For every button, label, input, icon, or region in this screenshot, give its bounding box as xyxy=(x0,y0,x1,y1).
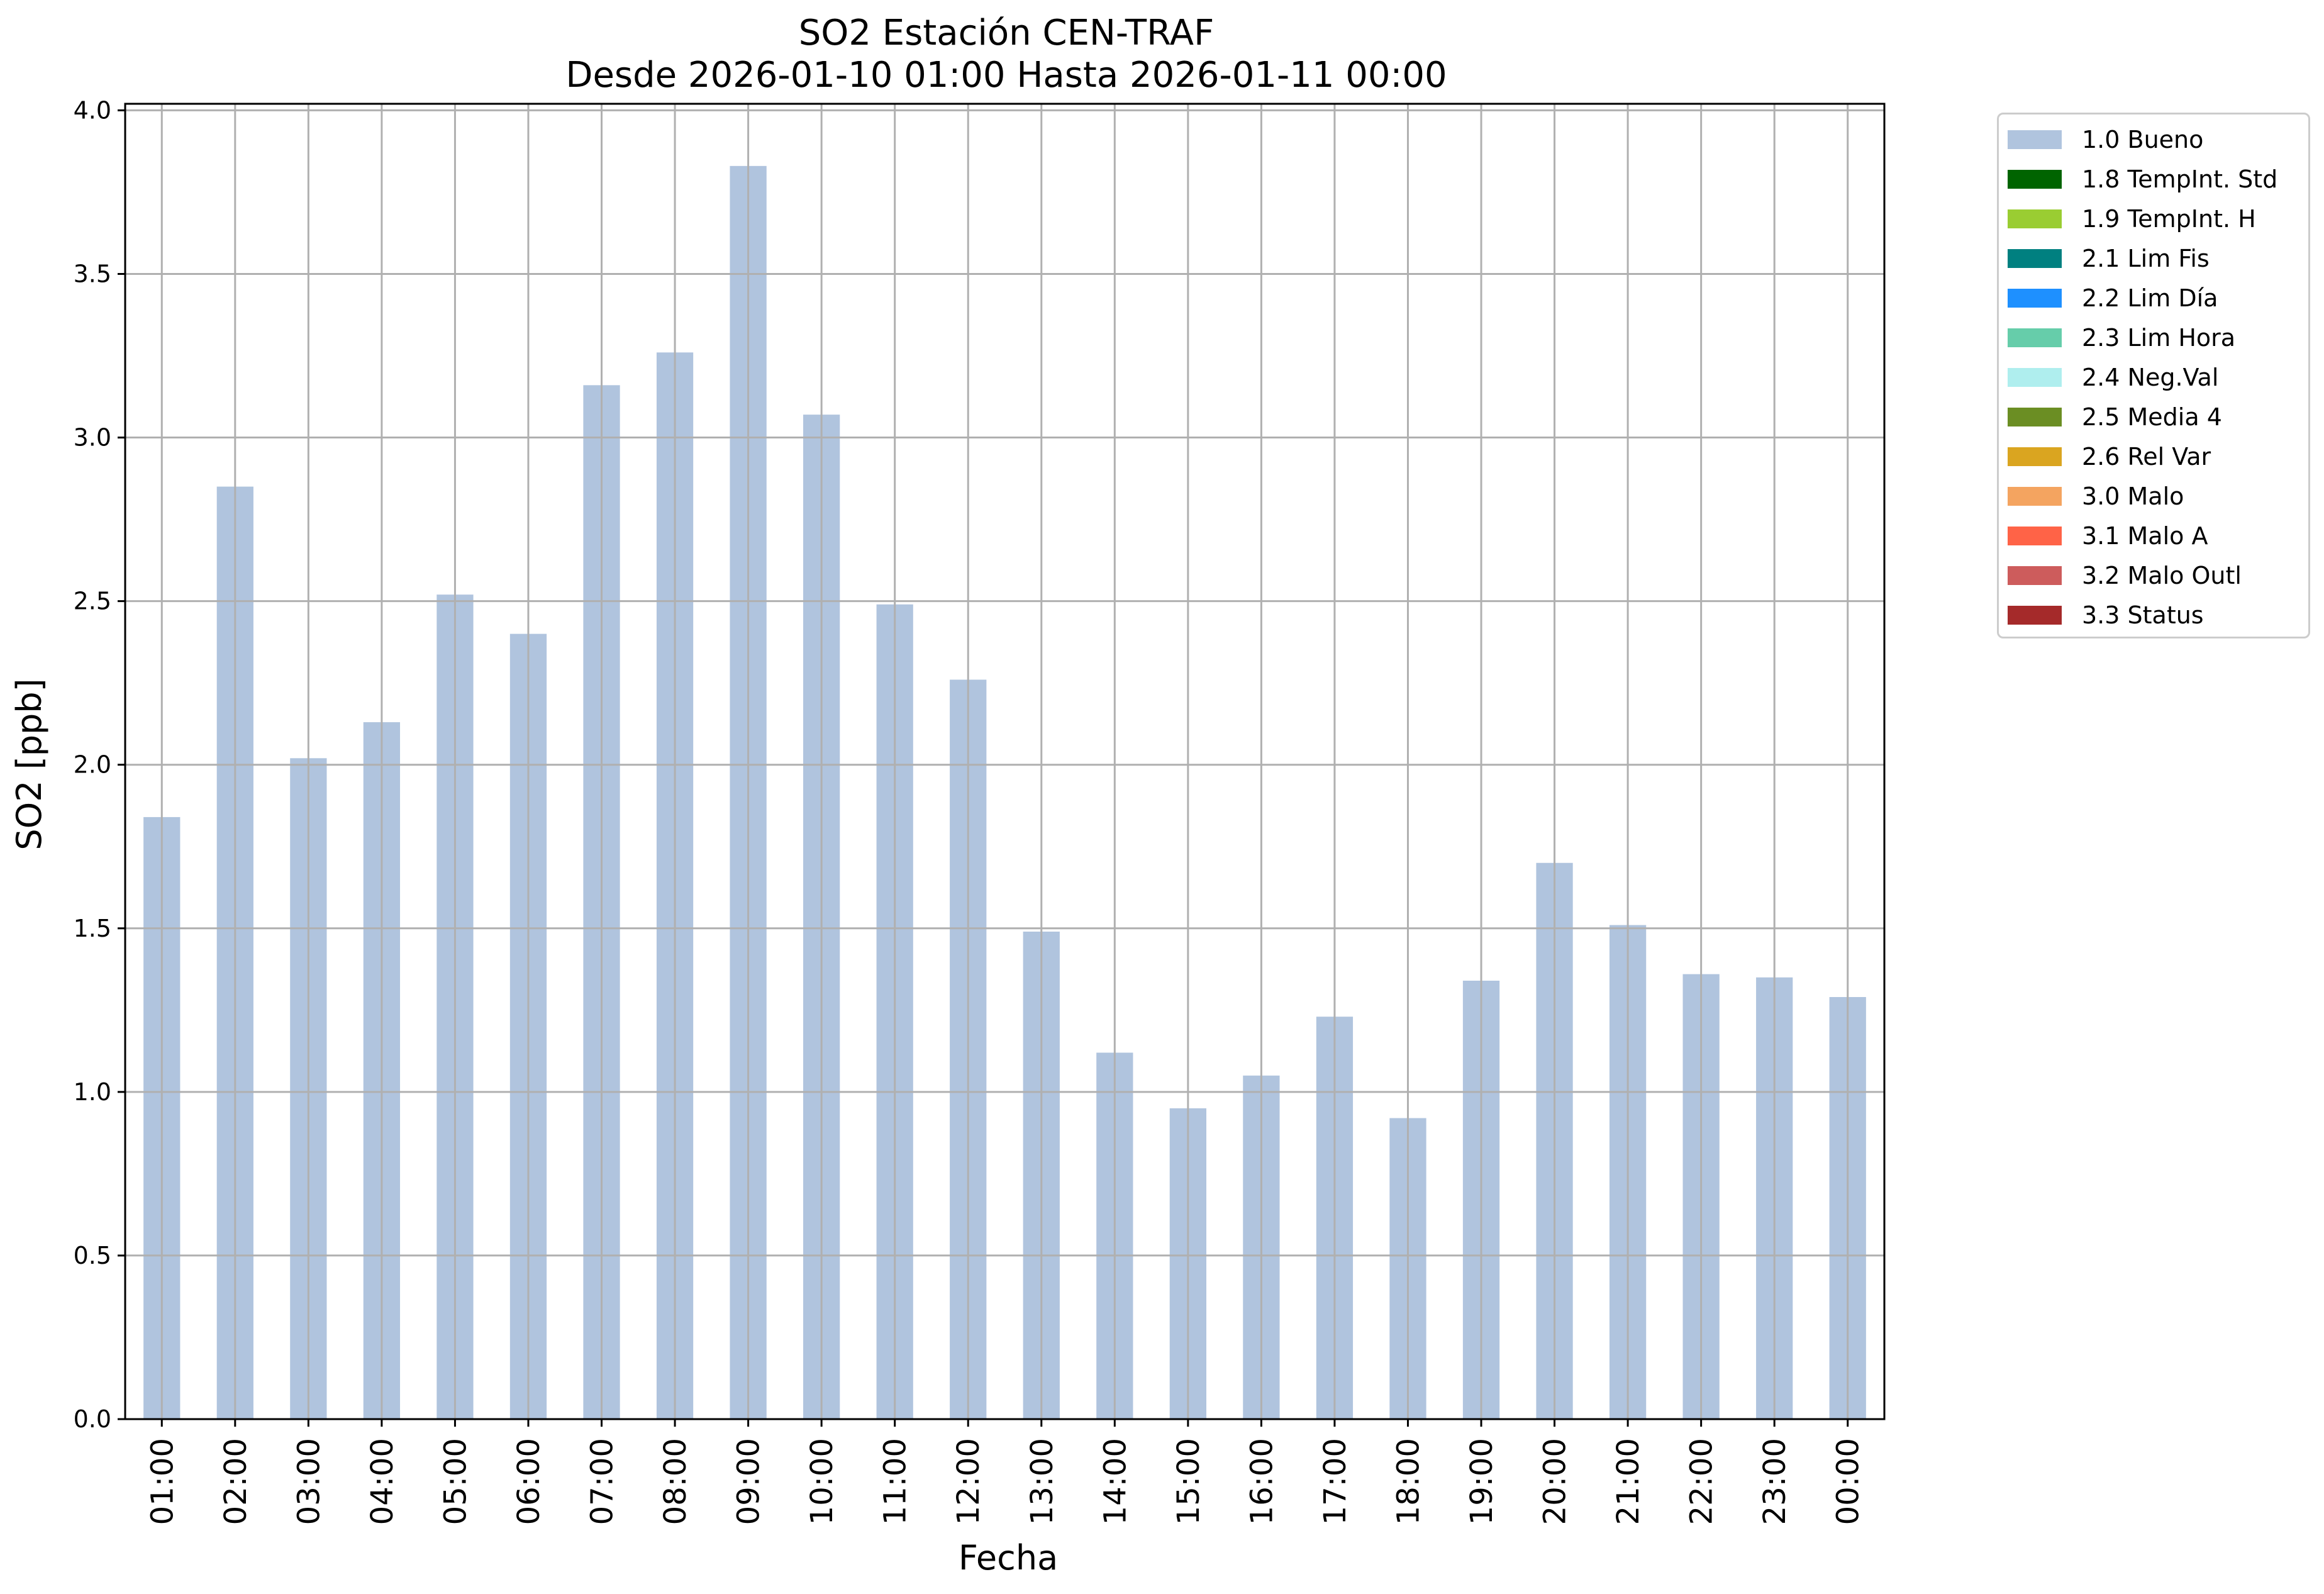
y-tick-label: 2.5 xyxy=(74,588,111,615)
legend-swatch xyxy=(2008,606,2062,625)
x-tick-label: 12:00 xyxy=(951,1438,986,1525)
x-tick-label: 11:00 xyxy=(878,1438,913,1525)
plot-frame xyxy=(124,103,1886,1420)
legend-label: 3.1 Malo A xyxy=(2082,522,2208,550)
x-tick-label: 00:00 xyxy=(1831,1438,1866,1525)
legend-swatch xyxy=(2008,368,2062,387)
legend-label: 3.3 Status xyxy=(2082,601,2204,629)
x-tick-label: 22:00 xyxy=(1684,1438,1720,1525)
x-tick-label: 05:00 xyxy=(438,1438,473,1525)
x-tick-label: 23:00 xyxy=(1757,1438,1793,1525)
legend-swatch xyxy=(2008,170,2062,189)
x-tick-label: 09:00 xyxy=(731,1438,767,1525)
x-axis-label: Fecha xyxy=(958,1538,1059,1578)
legend-swatch xyxy=(2008,487,2062,506)
legend-item: 1.8 TempInt. Std xyxy=(2008,162,2277,197)
legend-label: 2.4 Neg.Val xyxy=(2082,364,2219,391)
legend-item: 3.0 Malo xyxy=(2008,479,2184,514)
y-tick-label: 1.0 xyxy=(74,1078,111,1106)
legend-label: 1.9 TempInt. H xyxy=(2082,205,2256,233)
legend-swatch xyxy=(2008,566,2062,585)
x-tick-label: 04:00 xyxy=(365,1438,400,1525)
legend-item: 1.0 Bueno xyxy=(2008,122,2203,157)
chart-subtitle: Desde 2026-01-10 01:00 Hasta 2026-01-11 … xyxy=(565,55,1447,96)
x-tick-label: 14:00 xyxy=(1098,1438,1133,1525)
legend-item: 3.3 Status xyxy=(2008,598,2204,633)
legend-item: 2.4 Neg.Val xyxy=(2008,360,2218,395)
x-tick-label: 06:00 xyxy=(511,1438,547,1525)
legend-label: 1.0 Bueno xyxy=(2082,126,2204,153)
x-tick-label: 21:00 xyxy=(1611,1438,1646,1525)
legend-item: 2.1 Lim Fis xyxy=(2008,241,2210,276)
legend-label: 1.8 TempInt. Std xyxy=(2082,165,2278,193)
legend-item: 3.1 Malo A xyxy=(2008,518,2208,554)
legend-label: 2.5 Media 4 xyxy=(2082,403,2222,431)
y-tick-label: 0.0 xyxy=(74,1405,111,1433)
legend-item: 2.6 Rel Var xyxy=(2008,439,2211,474)
legend-swatch xyxy=(2008,447,2062,466)
y-tick-label: 1.5 xyxy=(74,915,111,942)
y-tick-label: 2.0 xyxy=(74,751,111,779)
legend: 1.0 Bueno 1.8 TempInt. Std 1.9 TempInt. H 2… xyxy=(1997,113,2310,638)
legend-swatch xyxy=(2008,209,2062,228)
x-tick-label: 20:00 xyxy=(1538,1438,1573,1525)
x-tick-label: 17:00 xyxy=(1318,1438,1353,1525)
x-tick-label: 19:00 xyxy=(1464,1438,1499,1525)
x-tick-label: 16:00 xyxy=(1244,1438,1279,1525)
x-tick-label: 18:00 xyxy=(1391,1438,1426,1525)
legend-swatch xyxy=(2008,527,2062,545)
x-tick-label: 01:00 xyxy=(145,1438,180,1525)
legend-swatch xyxy=(2008,249,2062,268)
legend-item: 2.3 Lim Hora xyxy=(2008,320,2235,355)
legend-label: 2.2 Lim Día xyxy=(2082,284,2218,312)
legend-swatch xyxy=(2008,289,2062,308)
y-tick-label: 3.5 xyxy=(74,260,111,287)
legend-label: 3.2 Malo Outl xyxy=(2082,562,2242,589)
y-tick-label: 4.0 xyxy=(74,96,111,124)
x-tick-label: 15:00 xyxy=(1171,1438,1206,1525)
legend-item: 2.5 Media 4 xyxy=(2008,399,2222,435)
legend-swatch xyxy=(2008,130,2062,149)
x-tick-label: 10:00 xyxy=(804,1438,840,1525)
legend-item: 3.2 Malo Outl xyxy=(2008,558,2242,593)
legend-item: 2.2 Lim Día xyxy=(2008,281,2218,316)
y-tick-label: 3.0 xyxy=(74,424,111,452)
y-tick-label: 0.5 xyxy=(74,1242,111,1269)
legend-label: 2.3 Lim Hora xyxy=(2082,324,2236,352)
y-axis-label: SO2 [ppb] xyxy=(9,678,49,850)
x-tick-label: 03:00 xyxy=(291,1438,326,1525)
legend-label: 2.6 Rel Var xyxy=(2082,443,2211,471)
legend-label: 2.1 Lim Fis xyxy=(2082,245,2210,272)
legend-label: 3.0 Malo xyxy=(2082,482,2184,510)
x-tick-label: 08:00 xyxy=(658,1438,693,1525)
x-tick-label: 13:00 xyxy=(1025,1438,1060,1525)
x-tick-label: 07:00 xyxy=(585,1438,620,1525)
chart-title: SO2 Estación CEN-TRAF xyxy=(798,13,1215,53)
legend-swatch xyxy=(2008,328,2062,347)
legend-swatch xyxy=(2008,408,2062,426)
legend-item: 1.9 TempInt. H xyxy=(2008,201,2256,237)
x-tick-label: 02:00 xyxy=(218,1438,253,1525)
